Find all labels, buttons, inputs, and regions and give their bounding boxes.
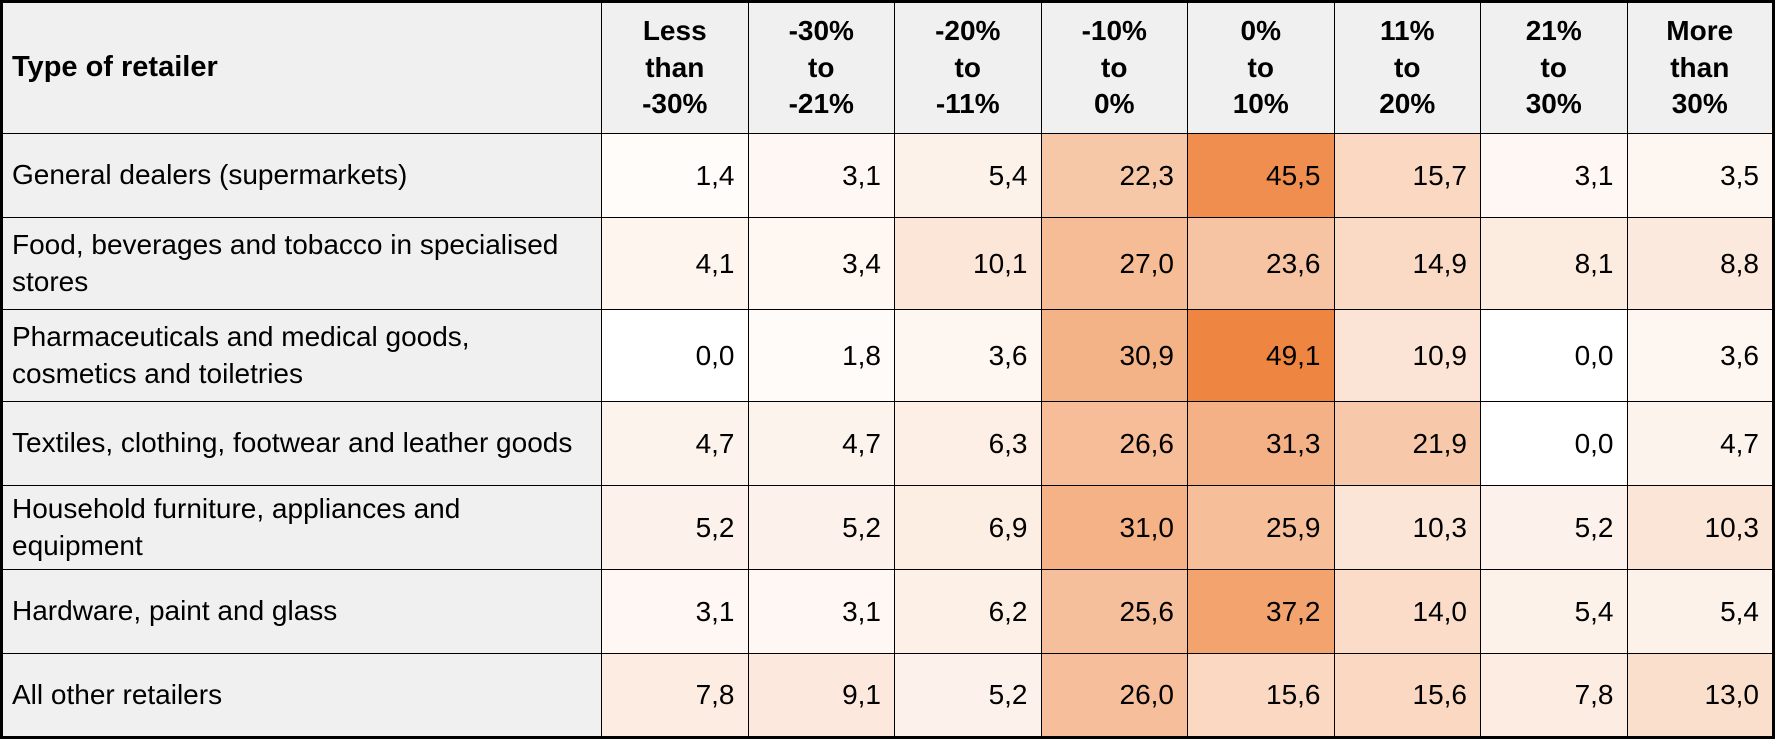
column-header-bin-3: -10% to 0% (1040, 1, 1188, 134)
value-cell: 14,9 (1333, 217, 1481, 310)
value-cell: 4,7 (747, 401, 895, 486)
value-cell: 3,6 (894, 309, 1042, 402)
value-cell: 25,6 (1040, 569, 1188, 654)
table-row: Textiles, clothing, footwear and leather… (1, 401, 1774, 486)
table-row: All other retailers 7,8 9,1 5,2 26,0 15,6 15,6… (1, 653, 1774, 738)
value-cell: 27,0 (1040, 217, 1188, 310)
value-cell: 49,1 (1187, 309, 1335, 402)
value-cell: 6,2 (894, 569, 1042, 654)
value-cell: 4,1 (601, 217, 749, 310)
row-label: Textiles, clothing, footwear and leather… (1, 401, 602, 486)
value-cell: 7,8 (601, 653, 749, 738)
table-row: Hardware, paint and glass 3,1 3,1 6,2 25,6 37… (1, 569, 1774, 654)
column-header-bin-7: More than 30% (1626, 1, 1774, 134)
header-row: Type of retailer Less than -30% -30% to -… (1, 1, 1774, 134)
value-cell: 1,4 (601, 133, 749, 218)
value-cell: 3,1 (747, 133, 895, 218)
table-row: Pharmaceuticals and medical goods, cosme… (1, 309, 1774, 402)
value-cell: 3,1 (747, 569, 895, 654)
value-cell: 13,0 (1626, 653, 1774, 738)
value-cell: 8,8 (1626, 217, 1774, 310)
value-cell: 25,9 (1187, 485, 1335, 570)
value-cell: 15,7 (1333, 133, 1481, 218)
column-header-bin-2: -20% to -11% (894, 1, 1042, 134)
value-cell: 5,4 (1626, 569, 1774, 654)
row-label: Food, beverages and tobacco in specialis… (1, 217, 602, 310)
value-cell: 31,3 (1187, 401, 1335, 486)
value-cell: 10,9 (1333, 309, 1481, 402)
value-cell: 5,2 (1480, 485, 1628, 570)
value-cell: 0,0 (1480, 401, 1628, 486)
value-cell: 3,5 (1626, 133, 1774, 218)
row-label: All other retailers (1, 653, 602, 738)
value-cell: 0,0 (1480, 309, 1628, 402)
value-cell: 22,3 (1040, 133, 1188, 218)
value-cell: 5,2 (747, 485, 895, 570)
column-header-bin-4: 0% to 10% (1187, 1, 1335, 134)
value-cell: 10,3 (1333, 485, 1481, 570)
row-label: Household furniture, appliances and equi… (1, 485, 602, 570)
value-cell: 15,6 (1187, 653, 1335, 738)
value-cell: 14,0 (1333, 569, 1481, 654)
value-cell: 31,0 (1040, 485, 1188, 570)
value-cell: 10,1 (894, 217, 1042, 310)
table-row: General dealers (supermarkets) 1,4 3,1 5,4 2… (1, 133, 1774, 218)
value-cell: 37,2 (1187, 569, 1335, 654)
value-cell: 7,8 (1480, 653, 1628, 738)
row-label: Pharmaceuticals and medical goods, cosme… (1, 309, 602, 402)
value-cell: 4,7 (1626, 401, 1774, 486)
table-row: Household furniture, appliances and equi… (1, 485, 1774, 570)
value-cell: 5,2 (894, 653, 1042, 738)
value-cell: 9,1 (747, 653, 895, 738)
value-cell: 8,1 (1480, 217, 1628, 310)
value-cell: 6,9 (894, 485, 1042, 570)
value-cell: 21,9 (1333, 401, 1481, 486)
value-cell: 26,6 (1040, 401, 1188, 486)
corner-header-type-of-retailer: Type of retailer (1, 1, 602, 134)
column-header-bin-5: 11% to 20% (1333, 1, 1481, 134)
value-cell: 6,3 (894, 401, 1042, 486)
value-cell: 3,1 (1480, 133, 1628, 218)
value-cell: 5,2 (601, 485, 749, 570)
value-cell: 30,9 (1040, 309, 1188, 402)
row-label: Hardware, paint and glass (1, 569, 602, 654)
value-cell: 45,5 (1187, 133, 1335, 218)
value-cell: 1,8 (747, 309, 895, 402)
value-cell: 10,3 (1626, 485, 1774, 570)
value-cell: 5,4 (894, 133, 1042, 218)
table-row: Food, beverages and tobacco in specialis… (1, 217, 1774, 310)
value-cell: 3,4 (747, 217, 895, 310)
value-cell: 5,4 (1480, 569, 1628, 654)
column-header-bin-1: -30% to -21% (747, 1, 895, 134)
table-body: General dealers (supermarkets) 1,4 3,1 5,4 2… (1, 133, 1774, 738)
value-cell: 3,6 (1626, 309, 1774, 402)
value-cell: 4,7 (601, 401, 749, 486)
row-label: General dealers (supermarkets) (1, 133, 602, 218)
value-cell: 15,6 (1333, 653, 1481, 738)
column-header-bin-0: Less than -30% (601, 1, 749, 134)
value-cell: 26,0 (1040, 653, 1188, 738)
value-cell: 3,1 (601, 569, 749, 654)
value-cell: 0,0 (601, 309, 749, 402)
value-cell: 23,6 (1187, 217, 1335, 310)
column-header-bin-6: 21% to 30% (1480, 1, 1628, 134)
